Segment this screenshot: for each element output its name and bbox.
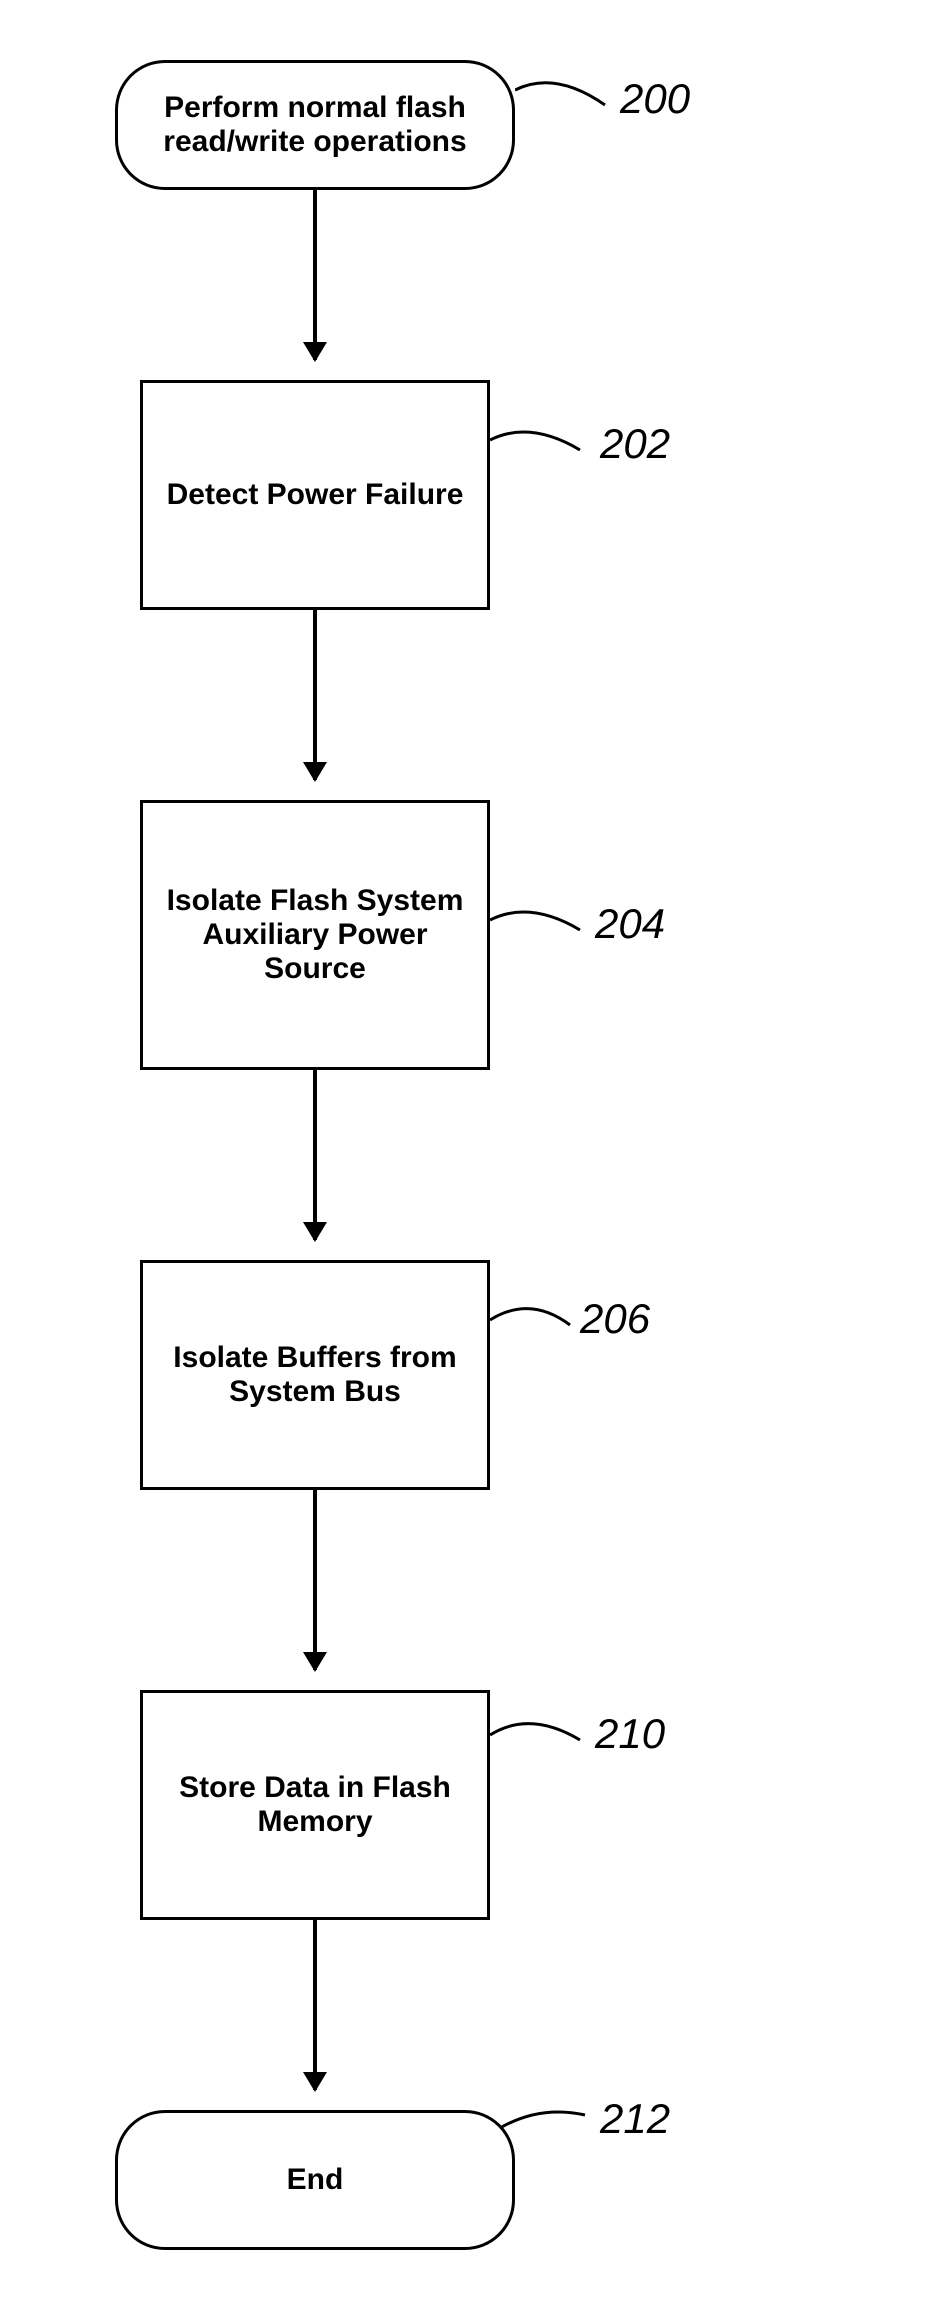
ref-label-200: 200 [620, 75, 690, 123]
isolate-power-label: Isolate Flash System Auxiliary Power Sou… [163, 884, 467, 986]
ref-curve-200 [515, 75, 615, 115]
ref-curve-212 [500, 2095, 600, 2135]
end-label: End [287, 2163, 344, 2197]
ref-curve-204 [490, 905, 590, 945]
store-data-node: Store Data in Flash Memory [140, 1690, 490, 1920]
isolate-buffers-node: Isolate Buffers from System Bus [140, 1260, 490, 1490]
ref-label-206: 206 [580, 1295, 650, 1343]
start-node: Perform normal flash read/write operatio… [115, 60, 515, 190]
isolate-power-node: Isolate Flash System Auxiliary Power Sou… [140, 800, 490, 1070]
ref-label-202: 202 [600, 420, 670, 468]
end-node: End [115, 2110, 515, 2250]
flowchart-container: Perform normal flash read/write operatio… [0, 0, 929, 2313]
store-data-label: Store Data in Flash Memory [163, 1771, 467, 1839]
isolate-buffers-label: Isolate Buffers from System Bus [163, 1341, 467, 1409]
detect-power-node: Detect Power Failure [140, 380, 490, 610]
ref-label-210: 210 [595, 1710, 665, 1758]
arrow-4 [313, 1490, 317, 1670]
ref-label-212: 212 [600, 2095, 670, 2143]
ref-curve-206 [490, 1300, 590, 1340]
start-label: Perform normal flash read/write operatio… [138, 91, 492, 159]
ref-curve-202 [490, 425, 590, 465]
ref-curve-210 [490, 1715, 590, 1755]
arrow-3 [313, 1070, 317, 1240]
arrow-5 [313, 1920, 317, 2090]
arrow-2 [313, 610, 317, 780]
arrow-1 [313, 190, 317, 360]
detect-power-label: Detect Power Failure [167, 478, 464, 512]
ref-label-204: 204 [595, 900, 665, 948]
